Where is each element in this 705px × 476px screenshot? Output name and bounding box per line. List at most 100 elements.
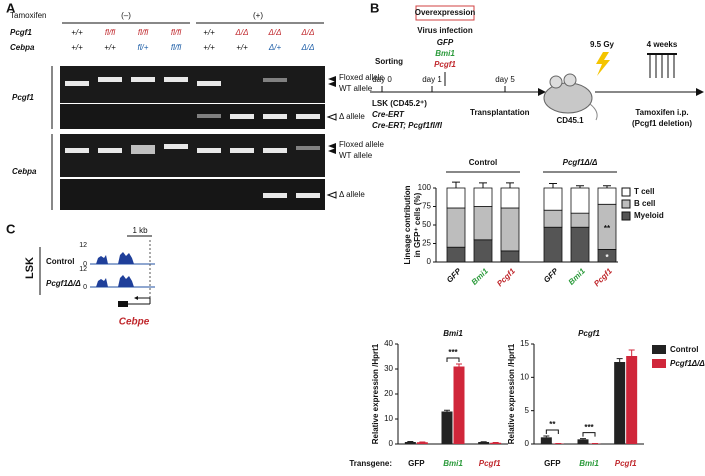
label: day 1 (422, 75, 442, 84)
syringes (647, 54, 677, 78)
bar (442, 412, 453, 445)
legend-label: T cell (634, 187, 654, 196)
y-tick-label: 100 (418, 183, 432, 192)
legend-swatch (622, 212, 630, 220)
error-bar (543, 436, 549, 437)
x-tick-label: Bmi1 (443, 459, 463, 468)
genotype: +/+ (71, 28, 83, 37)
bar-segment (571, 213, 589, 227)
x-tick-label: Pcgf1 (615, 459, 637, 468)
y-tick-label: 75 (422, 202, 431, 211)
ticks (382, 72, 505, 92)
y-label: Relative expression /Hprt1 (507, 343, 516, 444)
genotype: Δ/Δ (235, 28, 249, 37)
bar (541, 437, 552, 444)
bar-segment (501, 251, 519, 262)
genotype: +/+ (104, 43, 116, 52)
bar (626, 356, 637, 444)
error-bar (617, 359, 623, 362)
tracks (90, 236, 155, 307)
genotype: fl/fl (171, 28, 181, 37)
label: Control (46, 257, 74, 266)
label: (+) (253, 11, 263, 20)
legend-label: B cell (634, 199, 655, 208)
label: 12 (79, 266, 87, 273)
legend-label: Myeloid (634, 211, 664, 220)
construct: Pcgf1 (434, 60, 456, 69)
bar-segment (447, 188, 465, 208)
error-bar (580, 439, 586, 440)
y-label: Relative expression /Hprt1 (371, 343, 380, 444)
label: Pcgf1 (10, 28, 32, 37)
legend-swatch (652, 359, 666, 368)
bar-segment (598, 188, 616, 204)
genotype: fl/fl (138, 28, 148, 37)
x-tick-label: GFP (542, 266, 560, 284)
error-bar (506, 183, 514, 188)
label: Δ allele (339, 190, 365, 199)
error-bar (444, 410, 450, 411)
genotype: Δ/Δ (301, 28, 315, 37)
bar-segment (447, 208, 465, 247)
label: 9.5 Gy (590, 40, 615, 49)
panel-label: B (370, 0, 379, 15)
panel-label: C (6, 221, 16, 236)
label: Virus infection (417, 26, 473, 35)
label: LSK (24, 257, 36, 279)
arrow (696, 88, 704, 96)
construct: Bmi1 (435, 49, 455, 58)
genotype: +/+ (236, 43, 248, 52)
genotype: Δ/Δ (301, 43, 315, 52)
genotype: +/+ (203, 43, 215, 52)
label: day 5 (495, 75, 515, 84)
x-tick-label: Bmi1 (567, 266, 588, 287)
bracket (546, 430, 558, 434)
bar (405, 442, 416, 444)
error-bar (479, 183, 487, 188)
y-tick-label: 50 (422, 220, 431, 229)
error-bar (456, 364, 462, 367)
label: Overexpression (415, 8, 476, 17)
label: Cre-ERT (372, 110, 405, 119)
label: WT allele (339, 84, 373, 93)
y-tick-label: 0 (525, 439, 530, 448)
x-tick-label: Bmi1 (470, 266, 491, 287)
label: Cre-ERT; Pcgf1fl/fl (372, 121, 443, 130)
x-tick-label: Bmi1 (579, 459, 599, 468)
legend-swatch (622, 200, 630, 208)
legend-label: Pcgf1Δ/Δ (670, 359, 705, 368)
y-tick-label: 30 (384, 364, 393, 373)
label: Transgene: (349, 459, 392, 468)
lightning (596, 52, 610, 76)
bar (417, 442, 428, 444)
label: Transplantation (470, 108, 530, 117)
y-tick-label: 25 (422, 239, 431, 248)
bar (454, 367, 465, 445)
construct: GFP (437, 38, 454, 47)
y-tick-label: 40 (384, 339, 393, 348)
bar-segment (447, 247, 465, 262)
bar-segment (544, 227, 562, 262)
y-tick-label: 5 (525, 406, 530, 415)
bar-segment (474, 240, 492, 262)
bar-segment (474, 188, 492, 207)
label: Floxed allele (339, 140, 384, 149)
error-bar (407, 442, 413, 443)
label: WT allele (339, 151, 373, 160)
bar-segment (501, 208, 519, 251)
error-bar (629, 350, 635, 356)
bar (578, 439, 589, 444)
y-tick-label: 15 (520, 339, 529, 348)
label: 1 kb (132, 226, 148, 235)
label: Cebpa (10, 43, 35, 52)
genotype: +/+ (71, 43, 83, 52)
label: (–) (121, 11, 131, 20)
gels (52, 66, 336, 210)
annotation: *** (584, 423, 594, 432)
bar (614, 362, 625, 444)
y-tick-label: 0 (389, 439, 394, 448)
chart-title: Pcgf1 (578, 329, 600, 338)
y-tick-label: 0 (427, 257, 432, 266)
label: 12 (79, 242, 87, 249)
chart-title: Bmi1 (443, 329, 463, 338)
